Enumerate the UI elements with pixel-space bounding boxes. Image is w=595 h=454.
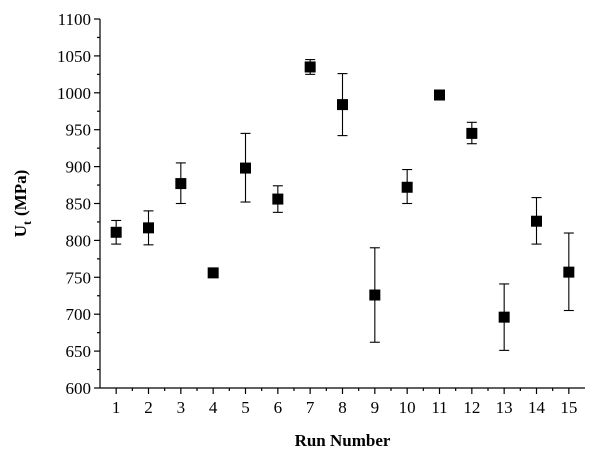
data-point xyxy=(337,99,348,111)
y-tick-label: 850 xyxy=(66,195,92,214)
y-axis-title-main: U xyxy=(11,225,30,237)
x-tick-label: 15 xyxy=(560,398,577,417)
y-tick-label: 1100 xyxy=(58,10,91,29)
y-axis-title-unit: (MPa) xyxy=(11,170,30,216)
data-point xyxy=(240,162,251,174)
x-tick-label: 11 xyxy=(431,398,447,417)
x-tick-label: 13 xyxy=(496,398,513,417)
data-point xyxy=(401,181,413,193)
data-point xyxy=(110,226,122,238)
y-axis-title-sub: t xyxy=(20,221,34,225)
axes xyxy=(94,18,585,394)
data-point xyxy=(531,215,542,227)
y-tick-label: 950 xyxy=(66,121,92,140)
y-tick-label: 650 xyxy=(66,342,92,361)
data-point xyxy=(498,311,510,323)
x-tick-label: 10 xyxy=(399,398,416,417)
y-tick-label: 600 xyxy=(66,379,92,398)
x-tick-label: 3 xyxy=(177,398,186,417)
data-point xyxy=(175,178,187,190)
x-tick-label: 7 xyxy=(306,398,315,417)
data-point xyxy=(304,61,316,73)
x-tick-label: 1 xyxy=(112,398,121,417)
y-tick-label: 1000 xyxy=(57,84,91,103)
data-point xyxy=(207,267,219,279)
data-point xyxy=(143,222,154,234)
x-tick-label: 9 xyxy=(371,398,380,417)
x-tick-label: 2 xyxy=(144,398,153,417)
x-tick-label: 4 xyxy=(209,398,218,417)
x-tick-label: 12 xyxy=(463,398,480,417)
data-point xyxy=(369,289,381,301)
error-bars xyxy=(111,59,574,351)
x-axis-title: Run Number xyxy=(295,431,391,450)
x-tick-label: 6 xyxy=(274,398,283,417)
data-point xyxy=(466,127,478,139)
data-point xyxy=(272,193,284,205)
y-tick-label: 900 xyxy=(66,158,92,177)
y-tick-label: 750 xyxy=(66,268,92,287)
y-tick-label: 800 xyxy=(66,231,92,250)
x-tick-label: 14 xyxy=(528,398,546,417)
y-tick-label: 700 xyxy=(66,305,92,324)
x-tick-label: 8 xyxy=(338,398,347,417)
data-point xyxy=(434,89,445,101)
data-markers xyxy=(110,61,575,323)
data-point xyxy=(563,266,575,278)
x-tick-label: 5 xyxy=(241,398,250,417)
y-axis-title: Ut (MPa) xyxy=(11,170,34,238)
y-tick-label: 1050 xyxy=(57,47,91,66)
